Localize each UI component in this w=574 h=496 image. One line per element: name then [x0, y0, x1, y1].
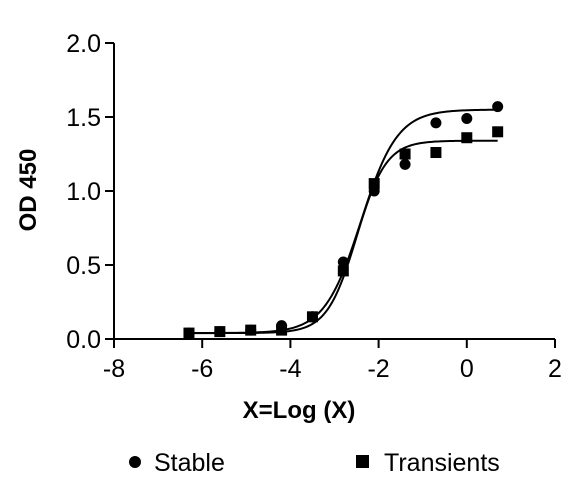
data-point-stable: [461, 112, 473, 124]
data-point-transients: [368, 178, 380, 190]
x-tick-label: 2: [548, 355, 562, 383]
fit-curve-stable: [188, 108, 498, 335]
x-tick-label: -4: [279, 355, 301, 383]
data-point-stable: [399, 158, 411, 170]
x-axis-title: X=Log (X): [243, 397, 356, 424]
y-tick-label: 1.0: [66, 178, 101, 206]
x-tick-label: 0: [460, 355, 474, 383]
data-point-transients: [461, 132, 473, 144]
x-tick-label: -8: [103, 355, 125, 383]
data-point-transients: [430, 147, 442, 159]
data-point-transients: [183, 327, 195, 339]
data-point-stable: [492, 101, 504, 113]
legend-marker-square: [356, 455, 369, 468]
data-point-stable: [430, 117, 442, 129]
data-point-transients: [214, 326, 226, 338]
legend-marker-circle: [129, 456, 141, 468]
data-point-transients: [492, 126, 504, 138]
y-tick-label: 0.0: [66, 326, 101, 354]
data-point-transients: [306, 311, 318, 323]
data-points: [183, 101, 504, 339]
data-point-stable: [337, 256, 349, 268]
fit-curves: [188, 108, 498, 335]
legend-label-transients: Transients: [384, 449, 500, 477]
fit-curve-transients: [188, 139, 498, 335]
x-tick-label: -2: [367, 355, 389, 383]
legend: Stable Transients: [129, 449, 500, 477]
y-tick-label: 2.0: [66, 30, 101, 58]
axes: 0.0 0.5 1.0 1.5 2.0 -8 -6 -4 -2 0 2: [66, 30, 562, 383]
y-tick-label: 1.5: [66, 104, 101, 132]
data-point-transients: [399, 148, 411, 160]
y-tick-label: 0.5: [66, 252, 101, 280]
y-axis-title: OD 450: [15, 149, 42, 232]
data-point-transients: [245, 324, 257, 336]
legend-label-stable: Stable: [154, 449, 225, 477]
data-point-transients: [276, 324, 288, 336]
data-point-transients: [337, 265, 349, 277]
x-tick-label: -6: [191, 355, 213, 383]
